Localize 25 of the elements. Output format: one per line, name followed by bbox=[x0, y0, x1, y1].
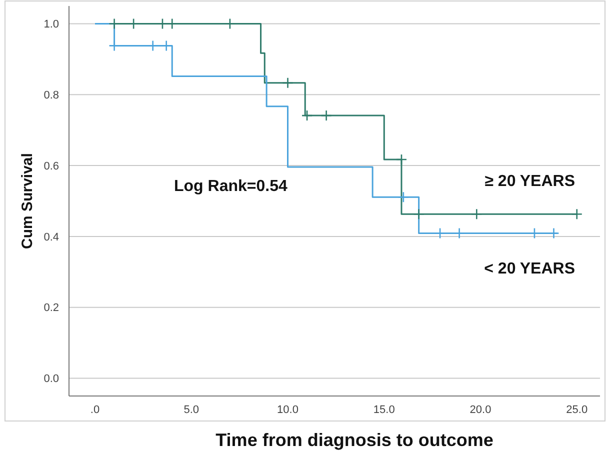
point bbox=[301, 110, 313, 122]
y-tick-label: 0.0 bbox=[44, 373, 59, 386]
point bbox=[396, 154, 408, 166]
x-tick-label: 5.0 bbox=[184, 404, 200, 416]
y-tick-label: 0.6 bbox=[44, 160, 59, 172]
series-label: ≥ 20 YEARS bbox=[484, 173, 576, 190]
y-tick-label: 0.8 bbox=[44, 89, 59, 102]
annotation: Log Rank=0.54 bbox=[174, 178, 288, 196]
y-tick-label: 1.0 bbox=[44, 18, 59, 31]
x-tick-label: 10.0 bbox=[277, 404, 298, 416]
point bbox=[470, 208, 482, 220]
x-tick-label: 20.0 bbox=[470, 404, 492, 416]
point bbox=[320, 110, 332, 122]
x-tick-label: 25.0 bbox=[566, 404, 588, 416]
point bbox=[282, 77, 294, 89]
y-tick-label: 0.4 bbox=[44, 231, 59, 244]
point bbox=[413, 208, 424, 220]
x-tick-label: .0 bbox=[90, 404, 100, 416]
y-tick-label: 0.2 bbox=[44, 302, 59, 314]
x-tick-label: 15.0 bbox=[373, 404, 395, 416]
y-axis-title: Cum Survival bbox=[19, 153, 36, 249]
point bbox=[398, 191, 410, 203]
series-label: < 20 YEARS bbox=[484, 260, 576, 278]
x-axis-title: Time from diagnosis to outcome bbox=[216, 430, 494, 450]
point bbox=[571, 208, 583, 220]
